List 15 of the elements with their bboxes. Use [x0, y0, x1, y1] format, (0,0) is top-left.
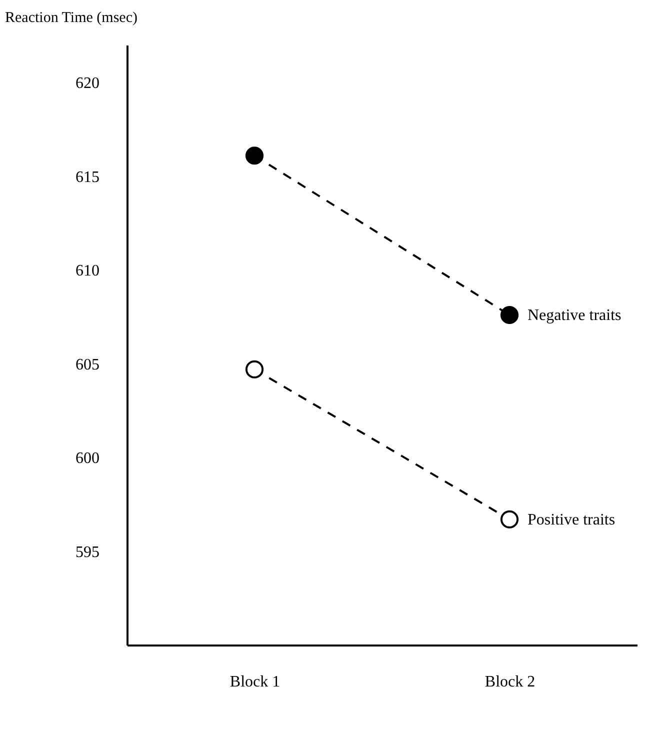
y-axis-title: Reaction Time (msec): [5, 10, 138, 26]
y-tick-label: 610: [76, 262, 100, 280]
point: [500, 306, 519, 324]
series-label: Positive traits: [528, 511, 616, 528]
y-tick-label: 595: [76, 544, 100, 561]
point: [500, 510, 519, 528]
y-tick-label: 620: [76, 75, 100, 92]
y-tick-label: 600: [76, 450, 100, 467]
point: [245, 360, 264, 378]
y-tick-label: 605: [76, 356, 100, 374]
y-tick-label: 615: [76, 168, 100, 186]
x-tick-label: Block 2: [484, 674, 536, 690]
x-tick-label: Block 1: [230, 674, 280, 690]
series-label: Negative traits: [528, 307, 622, 324]
point: [245, 146, 264, 165]
